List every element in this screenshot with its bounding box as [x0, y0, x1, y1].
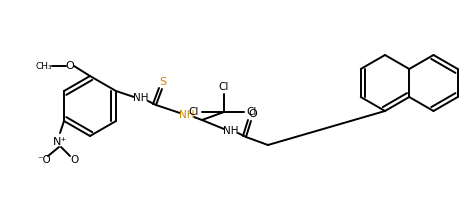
Text: Cl: Cl	[246, 107, 257, 117]
Text: NH: NH	[133, 93, 149, 103]
Text: Cl: Cl	[188, 107, 199, 117]
Text: O: O	[248, 109, 257, 119]
Text: S: S	[159, 77, 166, 87]
Text: CH₃: CH₃	[36, 61, 52, 70]
Text: NH: NH	[179, 110, 194, 120]
Text: O: O	[70, 155, 78, 165]
Text: O: O	[65, 61, 74, 71]
Text: NH: NH	[223, 126, 238, 136]
Text: Cl: Cl	[219, 82, 229, 92]
Text: ⁻O: ⁻O	[37, 155, 51, 165]
Text: N⁺: N⁺	[53, 137, 67, 147]
